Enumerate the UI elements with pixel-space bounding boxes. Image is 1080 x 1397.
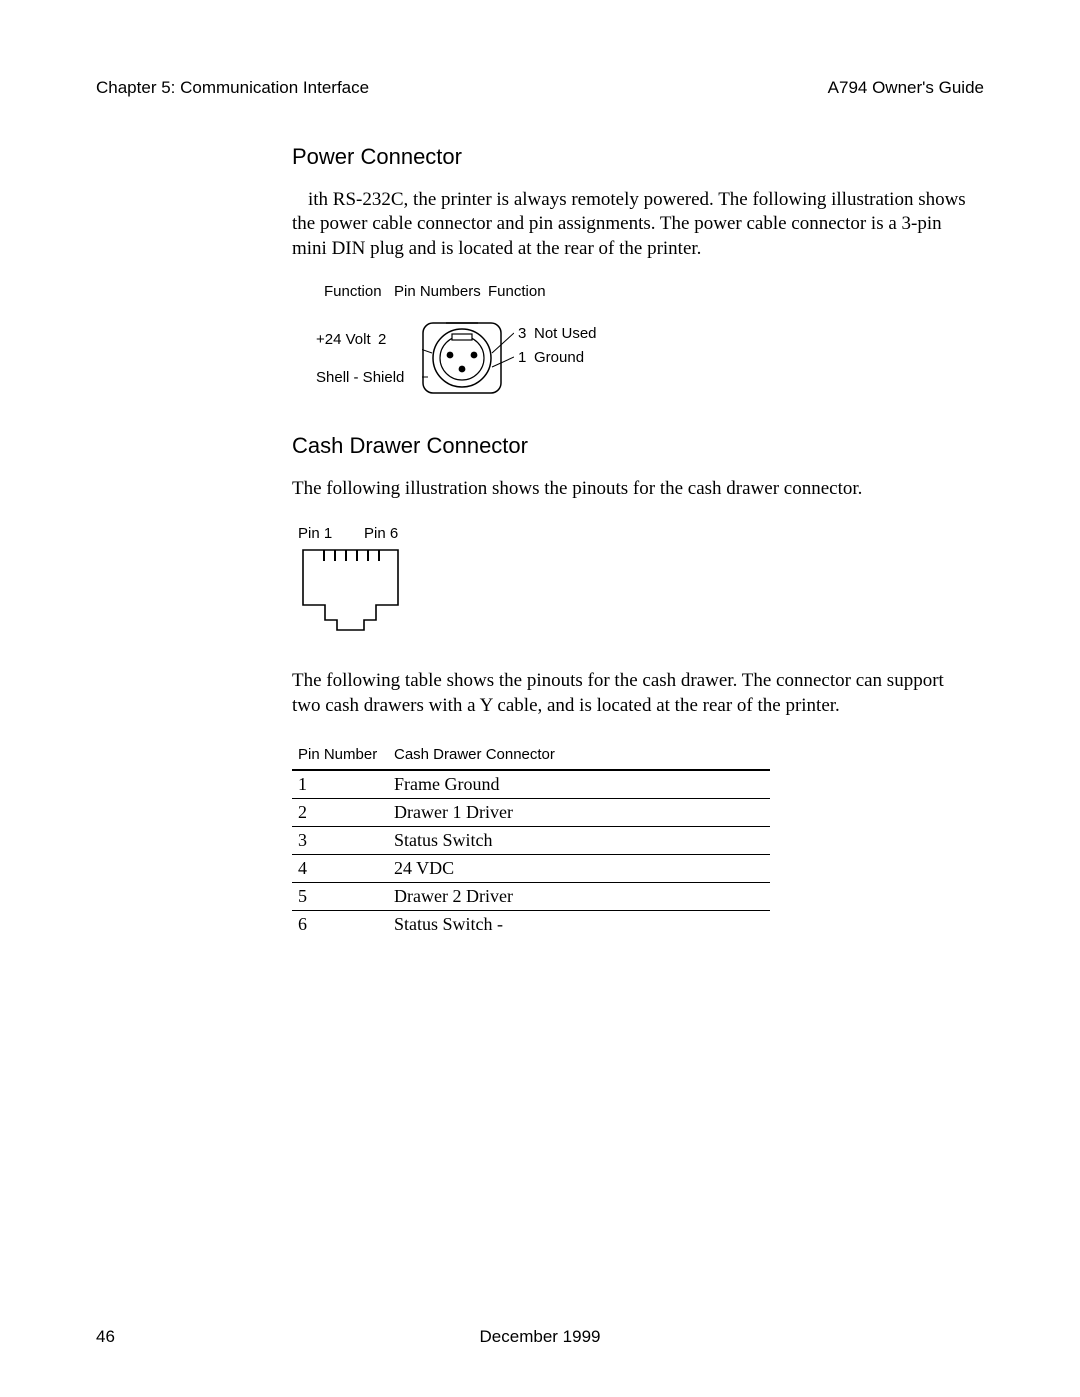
power-connector-para: ith RS-232C, the printer is always remot…: [292, 188, 974, 261]
cash-drawer-para1: The following illustration shows the pin…: [292, 477, 974, 501]
rj-pin6-label: Pin 6: [364, 525, 398, 542]
desc-cell: Drawer 1 Driver: [388, 798, 770, 826]
din-left-pin: 2: [378, 331, 386, 348]
din-header-function-left: Function: [324, 283, 382, 300]
din-connector-figure: Function Pin Numbers Function +24 Volt 2…: [316, 283, 646, 413]
table-row: 1 Frame Ground: [292, 770, 770, 799]
desc-cell: 24 VDC: [388, 854, 770, 882]
din-shell-label: Shell - Shield: [316, 369, 404, 386]
cash-drawer-title: Cash Drawer Connector: [292, 433, 974, 459]
pinout-table: Pin Number Cash Drawer Connector 1 Frame…: [292, 742, 770, 938]
desc-cell: Status Switch: [388, 826, 770, 854]
table-row: 6 Status Switch -: [292, 910, 770, 938]
power-connector-title: Power Connector: [292, 144, 974, 170]
din-header-pin-numbers: Pin Numbers: [394, 283, 481, 300]
col-desc: Cash Drawer Connector: [388, 742, 770, 770]
table-row: 4 24 VDC: [292, 854, 770, 882]
pin-cell: 6: [292, 910, 388, 938]
rj-connector-icon: [298, 545, 408, 635]
page-number: 46: [96, 1327, 115, 1347]
desc-cell: Frame Ground: [388, 770, 770, 799]
pin-cell: 2: [292, 798, 388, 826]
table-row: 5 Drawer 2 Driver: [292, 882, 770, 910]
page: Chapter 5: Communication Interface A794 …: [0, 0, 1080, 1397]
din-right-top-pin: 3: [518, 325, 526, 342]
pin-cell: 4: [292, 854, 388, 882]
pin-cell: 3: [292, 826, 388, 854]
content-area: Power Connector ith RS-232C, the printer…: [292, 144, 974, 938]
pin-cell: 1: [292, 770, 388, 799]
table-header-row: Pin Number Cash Drawer Connector: [292, 742, 770, 770]
din-right-bot-pin: 1: [518, 349, 526, 366]
guide-label: A794 Owner's Guide: [828, 78, 984, 98]
din-right-bot-func: Ground: [534, 349, 584, 366]
desc-cell: Drawer 2 Driver: [388, 882, 770, 910]
cash-drawer-para2: The following table shows the pinouts fo…: [292, 669, 974, 718]
din-header-function-right: Function: [488, 283, 546, 300]
din-left-function: +24 Volt: [316, 331, 371, 348]
running-header: Chapter 5: Communication Interface A794 …: [96, 78, 984, 98]
din-connector-icon: [422, 317, 514, 399]
pin-cell: 5: [292, 882, 388, 910]
desc-cell: Status Switch -: [388, 910, 770, 938]
rj-connector-figure: Pin 1 Pin 6: [298, 525, 438, 635]
footer-date: December 1999: [480, 1327, 601, 1347]
table-row: 2 Drawer 1 Driver: [292, 798, 770, 826]
chapter-label: Chapter 5: Communication Interface: [96, 78, 369, 98]
rj-pin1-label: Pin 1: [298, 525, 332, 542]
table-row: 3 Status Switch: [292, 826, 770, 854]
din-right-top-func: Not Used: [534, 325, 597, 342]
col-pin-number: Pin Number: [292, 742, 388, 770]
